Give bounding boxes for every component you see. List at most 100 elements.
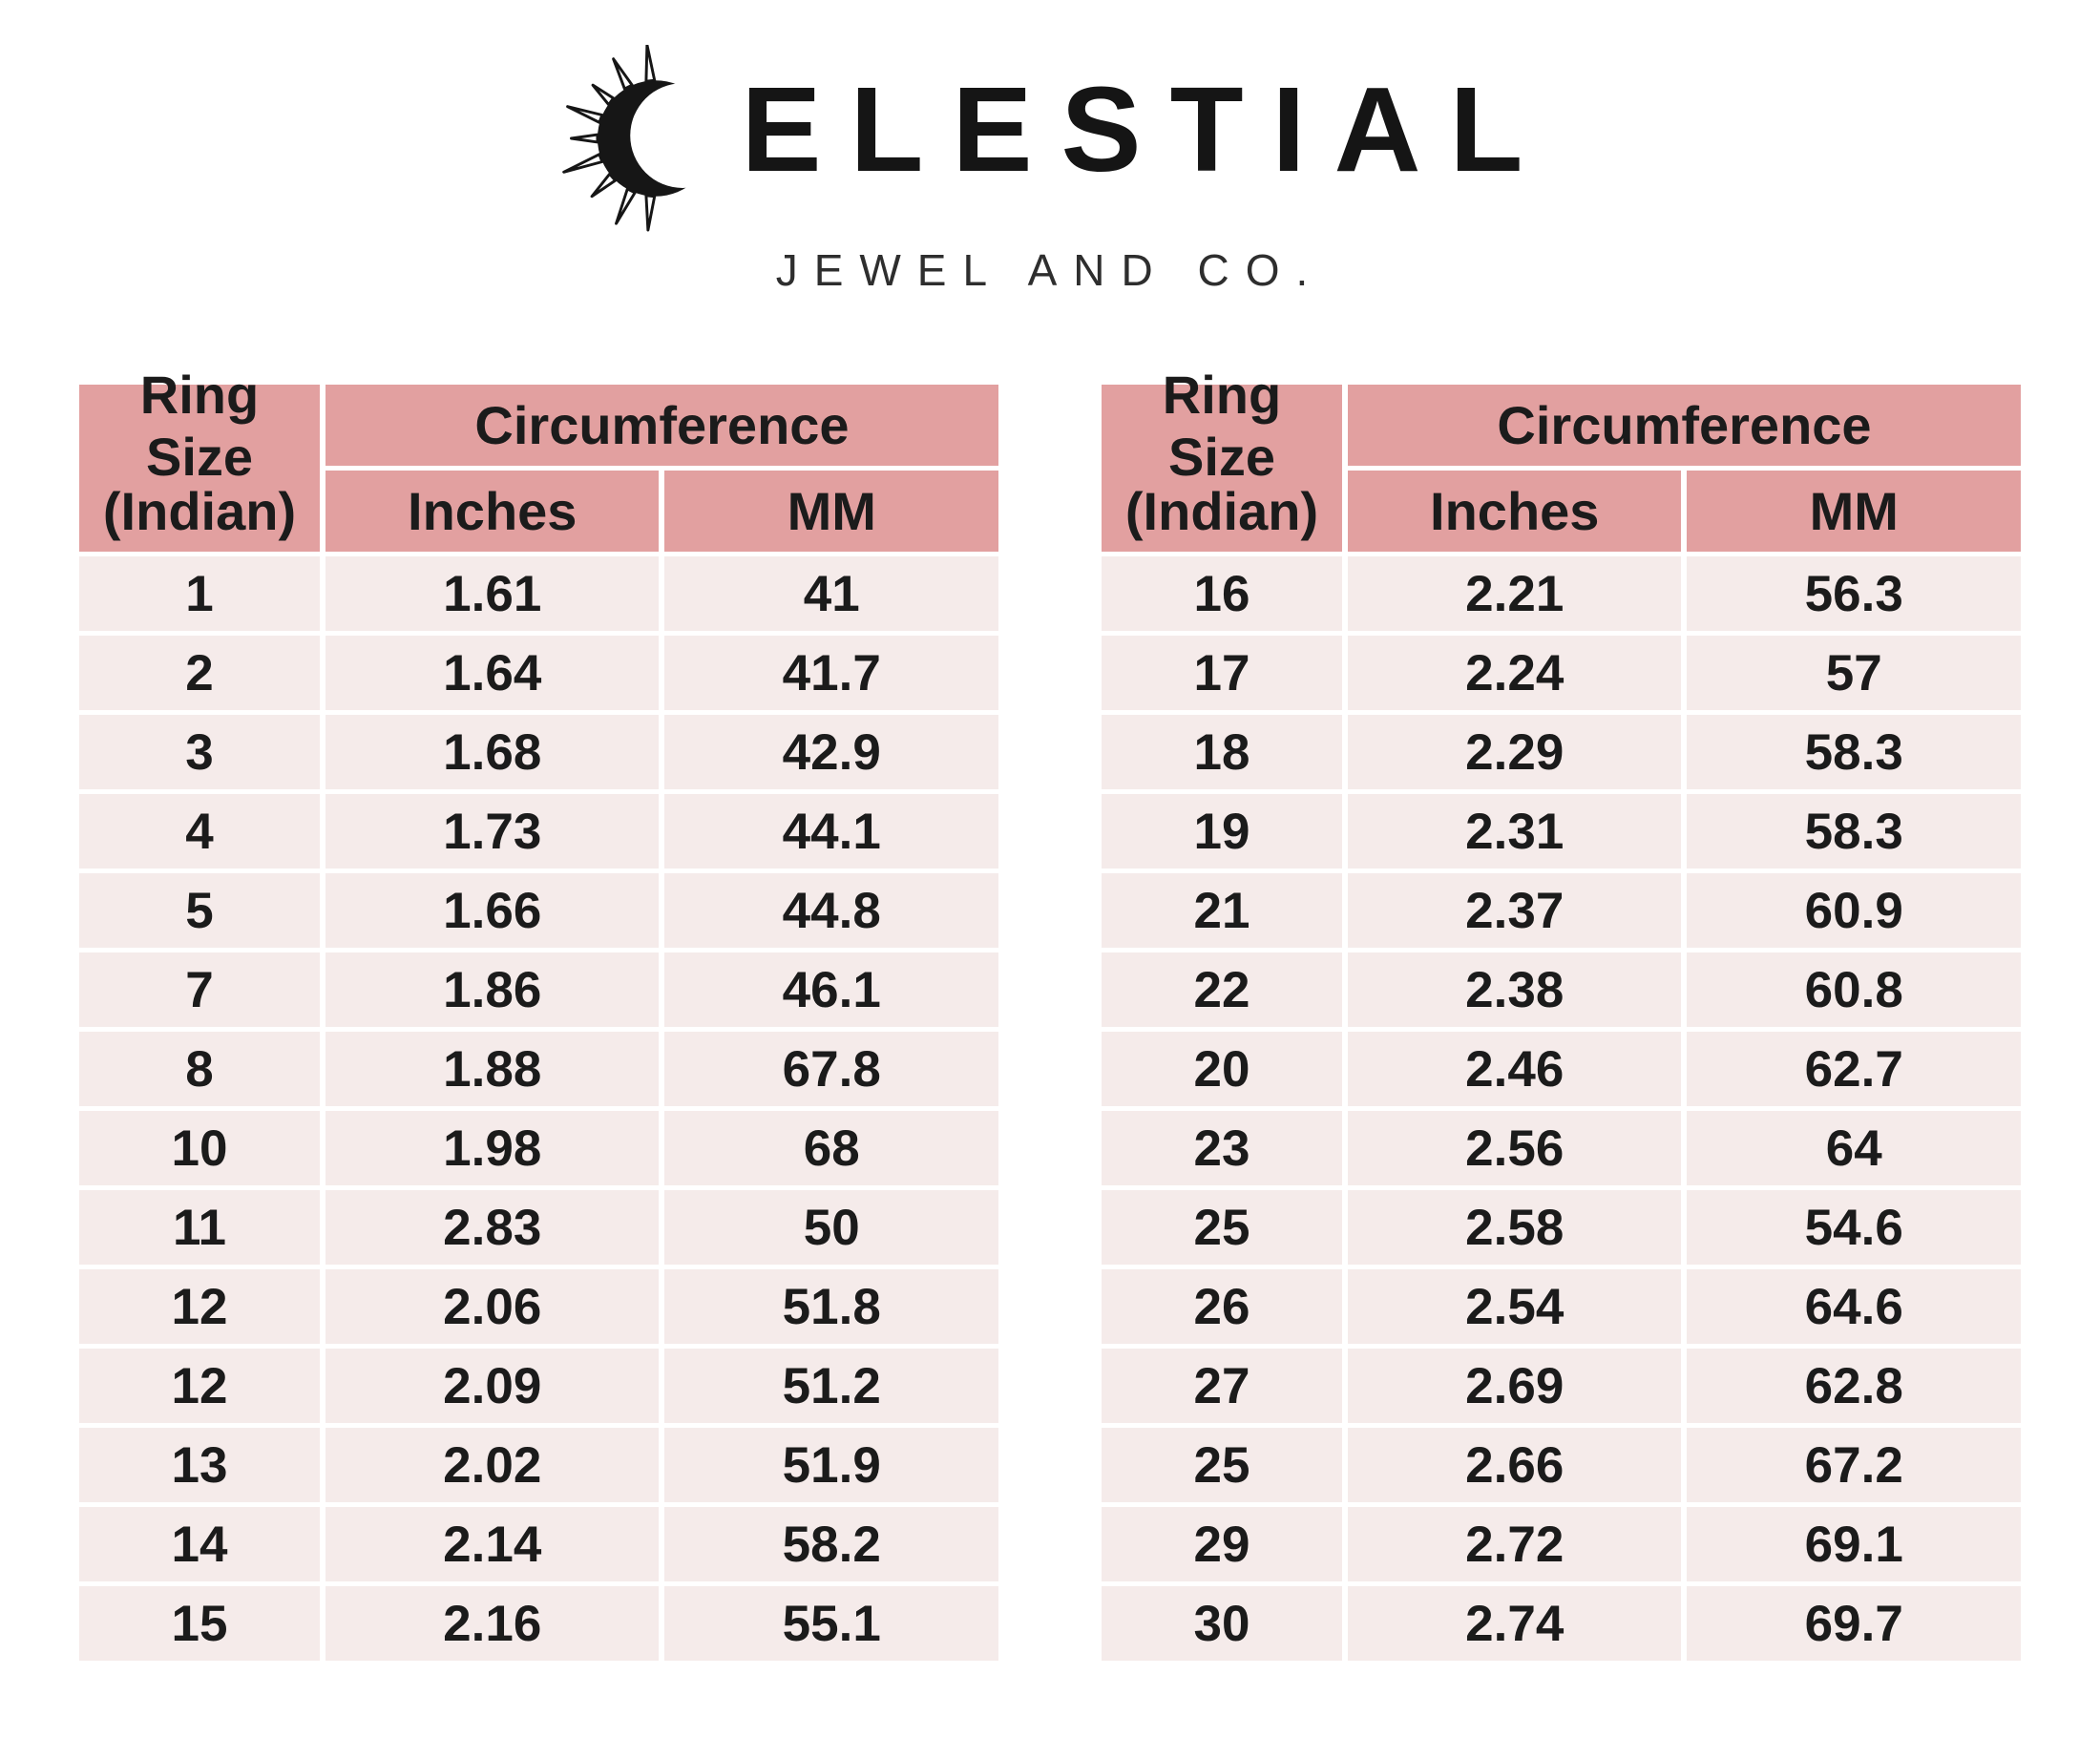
mm-cell: 69.1 <box>1687 1507 2021 1581</box>
ring-size-cell: 4 <box>79 794 320 869</box>
ring-size-cell: 26 <box>1102 1269 1342 1344</box>
brand-subtitle: JEWEL AND CO. <box>775 245 1325 295</box>
mm-cell: 67.2 <box>1687 1428 2021 1502</box>
inches-cell: 2.56 <box>1348 1111 1682 1185</box>
ring-size-cell: 22 <box>1102 952 1342 1027</box>
ring-size-cell: 17 <box>1102 636 1342 710</box>
ring-size-header: Ring Size (Indian) <box>79 365 320 552</box>
mm-cell: 51.9 <box>664 1428 998 1502</box>
table-row: 20 2.46 62.7 <box>1102 1032 2021 1106</box>
mm-cell: 60.9 <box>1687 873 2021 948</box>
ring-size-cell: 16 <box>1102 556 1342 631</box>
mm-cell: 41 <box>664 556 998 631</box>
table-row: 7 1.86 46.1 <box>79 952 998 1027</box>
ring-size-cell: 15 <box>79 1586 320 1661</box>
ring-size-header-line1: Ring Size <box>1162 364 1282 487</box>
table-row: 23 2.56 64 <box>1102 1111 2021 1185</box>
mm-cell: 58.2 <box>664 1507 998 1581</box>
inches-cell: 2.58 <box>1348 1190 1682 1265</box>
inches-cell: 2.06 <box>326 1269 660 1344</box>
ring-size-cell: 21 <box>1102 873 1342 948</box>
ring-size-cell: 11 <box>79 1190 320 1265</box>
inches-cell: 2.46 <box>1348 1032 1682 1106</box>
mm-cell: 64 <box>1687 1111 2021 1185</box>
table-row: 1 1.61 41 <box>79 556 998 631</box>
inches-cell: 1.88 <box>326 1032 660 1106</box>
ring-size-cell: 5 <box>79 873 320 948</box>
mm-cell: 60.8 <box>1687 952 2021 1027</box>
table-row: 4 1.73 44.1 <box>79 794 998 869</box>
inches-header: Inches <box>1348 471 1682 552</box>
mm-cell: 58.3 <box>1687 794 2021 869</box>
ring-size-cell: 20 <box>1102 1032 1342 1106</box>
size-chart-table-right: Ring Size (Indian) Circumference Inches … <box>1096 364 2026 1665</box>
inches-cell: 2.02 <box>326 1428 660 1502</box>
mm-cell: 55.1 <box>664 1586 998 1661</box>
inches-cell: 2.74 <box>1348 1586 1682 1661</box>
inches-cell: 1.66 <box>326 873 660 948</box>
ring-size-cell: 27 <box>1102 1349 1342 1423</box>
mm-cell: 62.7 <box>1687 1032 2021 1106</box>
table-row: 17 2.24 57 <box>1102 636 2021 710</box>
inches-cell: 1.68 <box>326 715 660 789</box>
mm-cell: 50 <box>664 1190 998 1265</box>
mm-cell: 44.8 <box>664 873 998 948</box>
ring-size-cell: 18 <box>1102 715 1342 789</box>
mm-header: MM <box>1687 471 2021 552</box>
mm-cell: 46.1 <box>664 952 998 1027</box>
mm-cell: 51.2 <box>664 1349 998 1423</box>
inches-cell: 2.14 <box>326 1507 660 1581</box>
table-row: 12 2.09 51.2 <box>79 1349 998 1423</box>
table-row: 27 2.69 62.8 <box>1102 1349 2021 1423</box>
ring-size-header-line2: (Indian) <box>1124 481 1319 541</box>
inches-cell: 1.64 <box>326 636 660 710</box>
table-row: 19 2.31 58.3 <box>1102 794 2021 869</box>
ring-size-cell: 8 <box>79 1032 320 1106</box>
mm-cell: 67.8 <box>664 1032 998 1106</box>
inches-cell: 1.86 <box>326 952 660 1027</box>
table-row: 22 2.38 60.8 <box>1102 952 2021 1027</box>
ring-size-cell: 13 <box>79 1428 320 1502</box>
circumference-header: Circumference <box>326 385 998 466</box>
brand-wordmark: ELESTIAL <box>741 62 1552 197</box>
ring-size-cell: 19 <box>1102 794 1342 869</box>
table-row: 16 2.21 56.3 <box>1102 556 2021 631</box>
inches-cell: 2.72 <box>1348 1507 1682 1581</box>
ring-size-cell: 2 <box>79 636 320 710</box>
size-chart-area: Ring Size (Indian) Circumference Inches … <box>0 364 2100 1665</box>
inches-cell: 2.09 <box>326 1349 660 1423</box>
table-row: 11 2.83 50 <box>79 1190 998 1265</box>
size-chart-table-left: Ring Size (Indian) Circumference Inches … <box>74 365 1004 1665</box>
table-row: 18 2.29 58.3 <box>1102 715 2021 789</box>
ring-size-cell: 23 <box>1102 1111 1342 1185</box>
inches-cell: 1.73 <box>326 794 660 869</box>
table-row: 15 2.16 55.1 <box>79 1586 998 1661</box>
inches-cell: 1.61 <box>326 556 660 631</box>
table-row: 13 2.02 51.9 <box>79 1428 998 1502</box>
mm-cell: 42.9 <box>664 715 998 789</box>
circumference-header: Circumference <box>1348 385 2021 466</box>
table-row: 25 2.58 54.6 <box>1102 1190 2021 1265</box>
mm-cell: 51.8 <box>664 1269 998 1344</box>
inches-cell: 2.54 <box>1348 1269 1682 1344</box>
mm-cell: 62.8 <box>1687 1349 2021 1423</box>
ring-size-header: Ring Size (Indian) <box>1102 364 1342 552</box>
ring-size-cell: 25 <box>1102 1428 1342 1502</box>
ring-size-cell: 25 <box>1102 1190 1342 1265</box>
mm-cell: 64.6 <box>1687 1269 2021 1344</box>
ring-size-cell: 12 <box>79 1349 320 1423</box>
ring-size-cell: 7 <box>79 952 320 1027</box>
inches-cell: 2.38 <box>1348 952 1682 1027</box>
table-row: 5 1.66 44.8 <box>79 873 998 948</box>
table-row: 29 2.72 69.1 <box>1102 1507 2021 1581</box>
ring-size-header-line2: (Indian) <box>102 481 297 541</box>
table-row: 10 1.98 68 <box>79 1111 998 1185</box>
table-row: 30 2.74 69.7 <box>1102 1586 2021 1661</box>
table-row: 26 2.54 64.6 <box>1102 1269 2021 1344</box>
ring-size-cell: 12 <box>79 1269 320 1344</box>
table-row: 25 2.66 67.2 <box>1102 1428 2021 1502</box>
inches-cell: 2.37 <box>1348 873 1682 948</box>
ring-size-cell: 29 <box>1102 1507 1342 1581</box>
ring-size-cell: 10 <box>79 1111 320 1185</box>
ring-size-cell: 3 <box>79 715 320 789</box>
